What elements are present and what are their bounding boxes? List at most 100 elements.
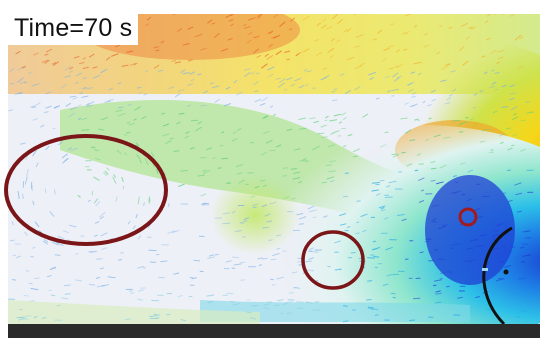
vector-streak [160, 260, 168, 263]
vector-streak [68, 112, 76, 118]
vector-streak [250, 317, 257, 320]
vector-streak [352, 155, 359, 158]
vector-streak [73, 55, 80, 59]
vector-streak [339, 213, 346, 217]
vector-streak [299, 127, 307, 130]
vector-streak [52, 127, 56, 130]
vector-streak [148, 249, 157, 252]
vector-streak [278, 78, 286, 84]
vector-streak [214, 253, 219, 256]
vector-streak [90, 250, 97, 253]
vector-streak [380, 206, 385, 210]
vector-streak [433, 249, 439, 251]
vector-streak [178, 183, 185, 187]
vector-streak [31, 106, 37, 109]
vector-streak [400, 117, 408, 120]
near-body-circle [458, 207, 478, 227]
vector-streak [254, 90, 259, 93]
vector-streak [275, 77, 281, 80]
vector-streak [438, 225, 446, 230]
vector-streak [137, 265, 144, 269]
vector-streak [402, 48, 408, 51]
vector-streak [52, 62, 57, 65]
vector-streak [493, 247, 500, 250]
vector-streak [105, 56, 111, 61]
vector-streak [425, 138, 430, 142]
vector-streak [367, 307, 375, 310]
vector-streak [25, 155, 29, 161]
vector-streak [244, 25, 251, 29]
vector-streak [26, 168, 29, 177]
time-label: Time=70 s [8, 12, 139, 45]
vector-streak [368, 71, 377, 76]
vector-streak [321, 24, 327, 29]
vector-streak [413, 297, 421, 300]
vector-streak [420, 189, 425, 192]
vector-streak [246, 39, 252, 44]
vector-streak [101, 247, 107, 250]
vector-streak [386, 273, 393, 277]
vector-streak [307, 205, 315, 210]
vector-streak [272, 113, 277, 117]
vector-streak [32, 200, 35, 206]
vector-streak [397, 63, 404, 68]
vector-streak [511, 144, 515, 147]
vector-streak [491, 81, 497, 85]
vector-streak [479, 89, 484, 93]
vector-streak [28, 72, 32, 74]
vector-streak [434, 279, 442, 282]
vector-streak [515, 192, 523, 196]
vector-streak [99, 216, 104, 220]
vector-streak [263, 130, 270, 135]
vector-streak [469, 117, 474, 121]
vector-streak [288, 27, 293, 31]
vector-streak [177, 27, 183, 32]
vector-streak [258, 14, 264, 18]
vector-streak [85, 104, 93, 108]
vector-streak [65, 102, 72, 107]
vector-streak [57, 235, 65, 240]
vector-streak [390, 88, 399, 92]
vector-streak [64, 65, 72, 71]
vector-streak [333, 113, 342, 117]
vector-streak [67, 148, 71, 151]
vector-streak [41, 316, 47, 319]
vector-streak [369, 76, 374, 81]
vector-streak [187, 59, 193, 62]
vector-streak [242, 236, 246, 238]
vector-streak [233, 79, 238, 84]
vector-streak [30, 287, 39, 291]
vector-streak [144, 158, 149, 166]
vector-streak [153, 46, 160, 49]
vector-streak [91, 190, 94, 196]
vector-streak [176, 121, 181, 125]
vector-streak [143, 93, 148, 96]
vector-streak [267, 31, 274, 34]
vector-streak [510, 246, 515, 248]
vector-streak [43, 111, 49, 113]
vector-streak [153, 313, 160, 316]
vector-streak [458, 46, 465, 51]
vector-streak [62, 157, 69, 164]
vector-streak [443, 136, 451, 139]
vector-streak [351, 309, 356, 311]
vector-streak [350, 252, 356, 254]
vector-streak [276, 276, 284, 280]
vector-streak [146, 16, 152, 21]
vector-streak [345, 89, 352, 95]
vector-streak [491, 69, 495, 72]
vector-streak [342, 320, 349, 323]
vector-streak [256, 54, 262, 59]
vector-streak [127, 220, 131, 225]
vector-streak [275, 247, 281, 250]
body-outline [482, 226, 513, 326]
vector-streak [385, 246, 393, 251]
vector-streak [68, 147, 72, 150]
vector-streak [331, 90, 336, 93]
vector-streak [250, 195, 256, 198]
vector-streak [459, 162, 466, 165]
vector-streak [174, 93, 181, 98]
vector-streak [161, 112, 165, 115]
vector-streak [64, 75, 71, 78]
vector-streak [171, 59, 177, 62]
